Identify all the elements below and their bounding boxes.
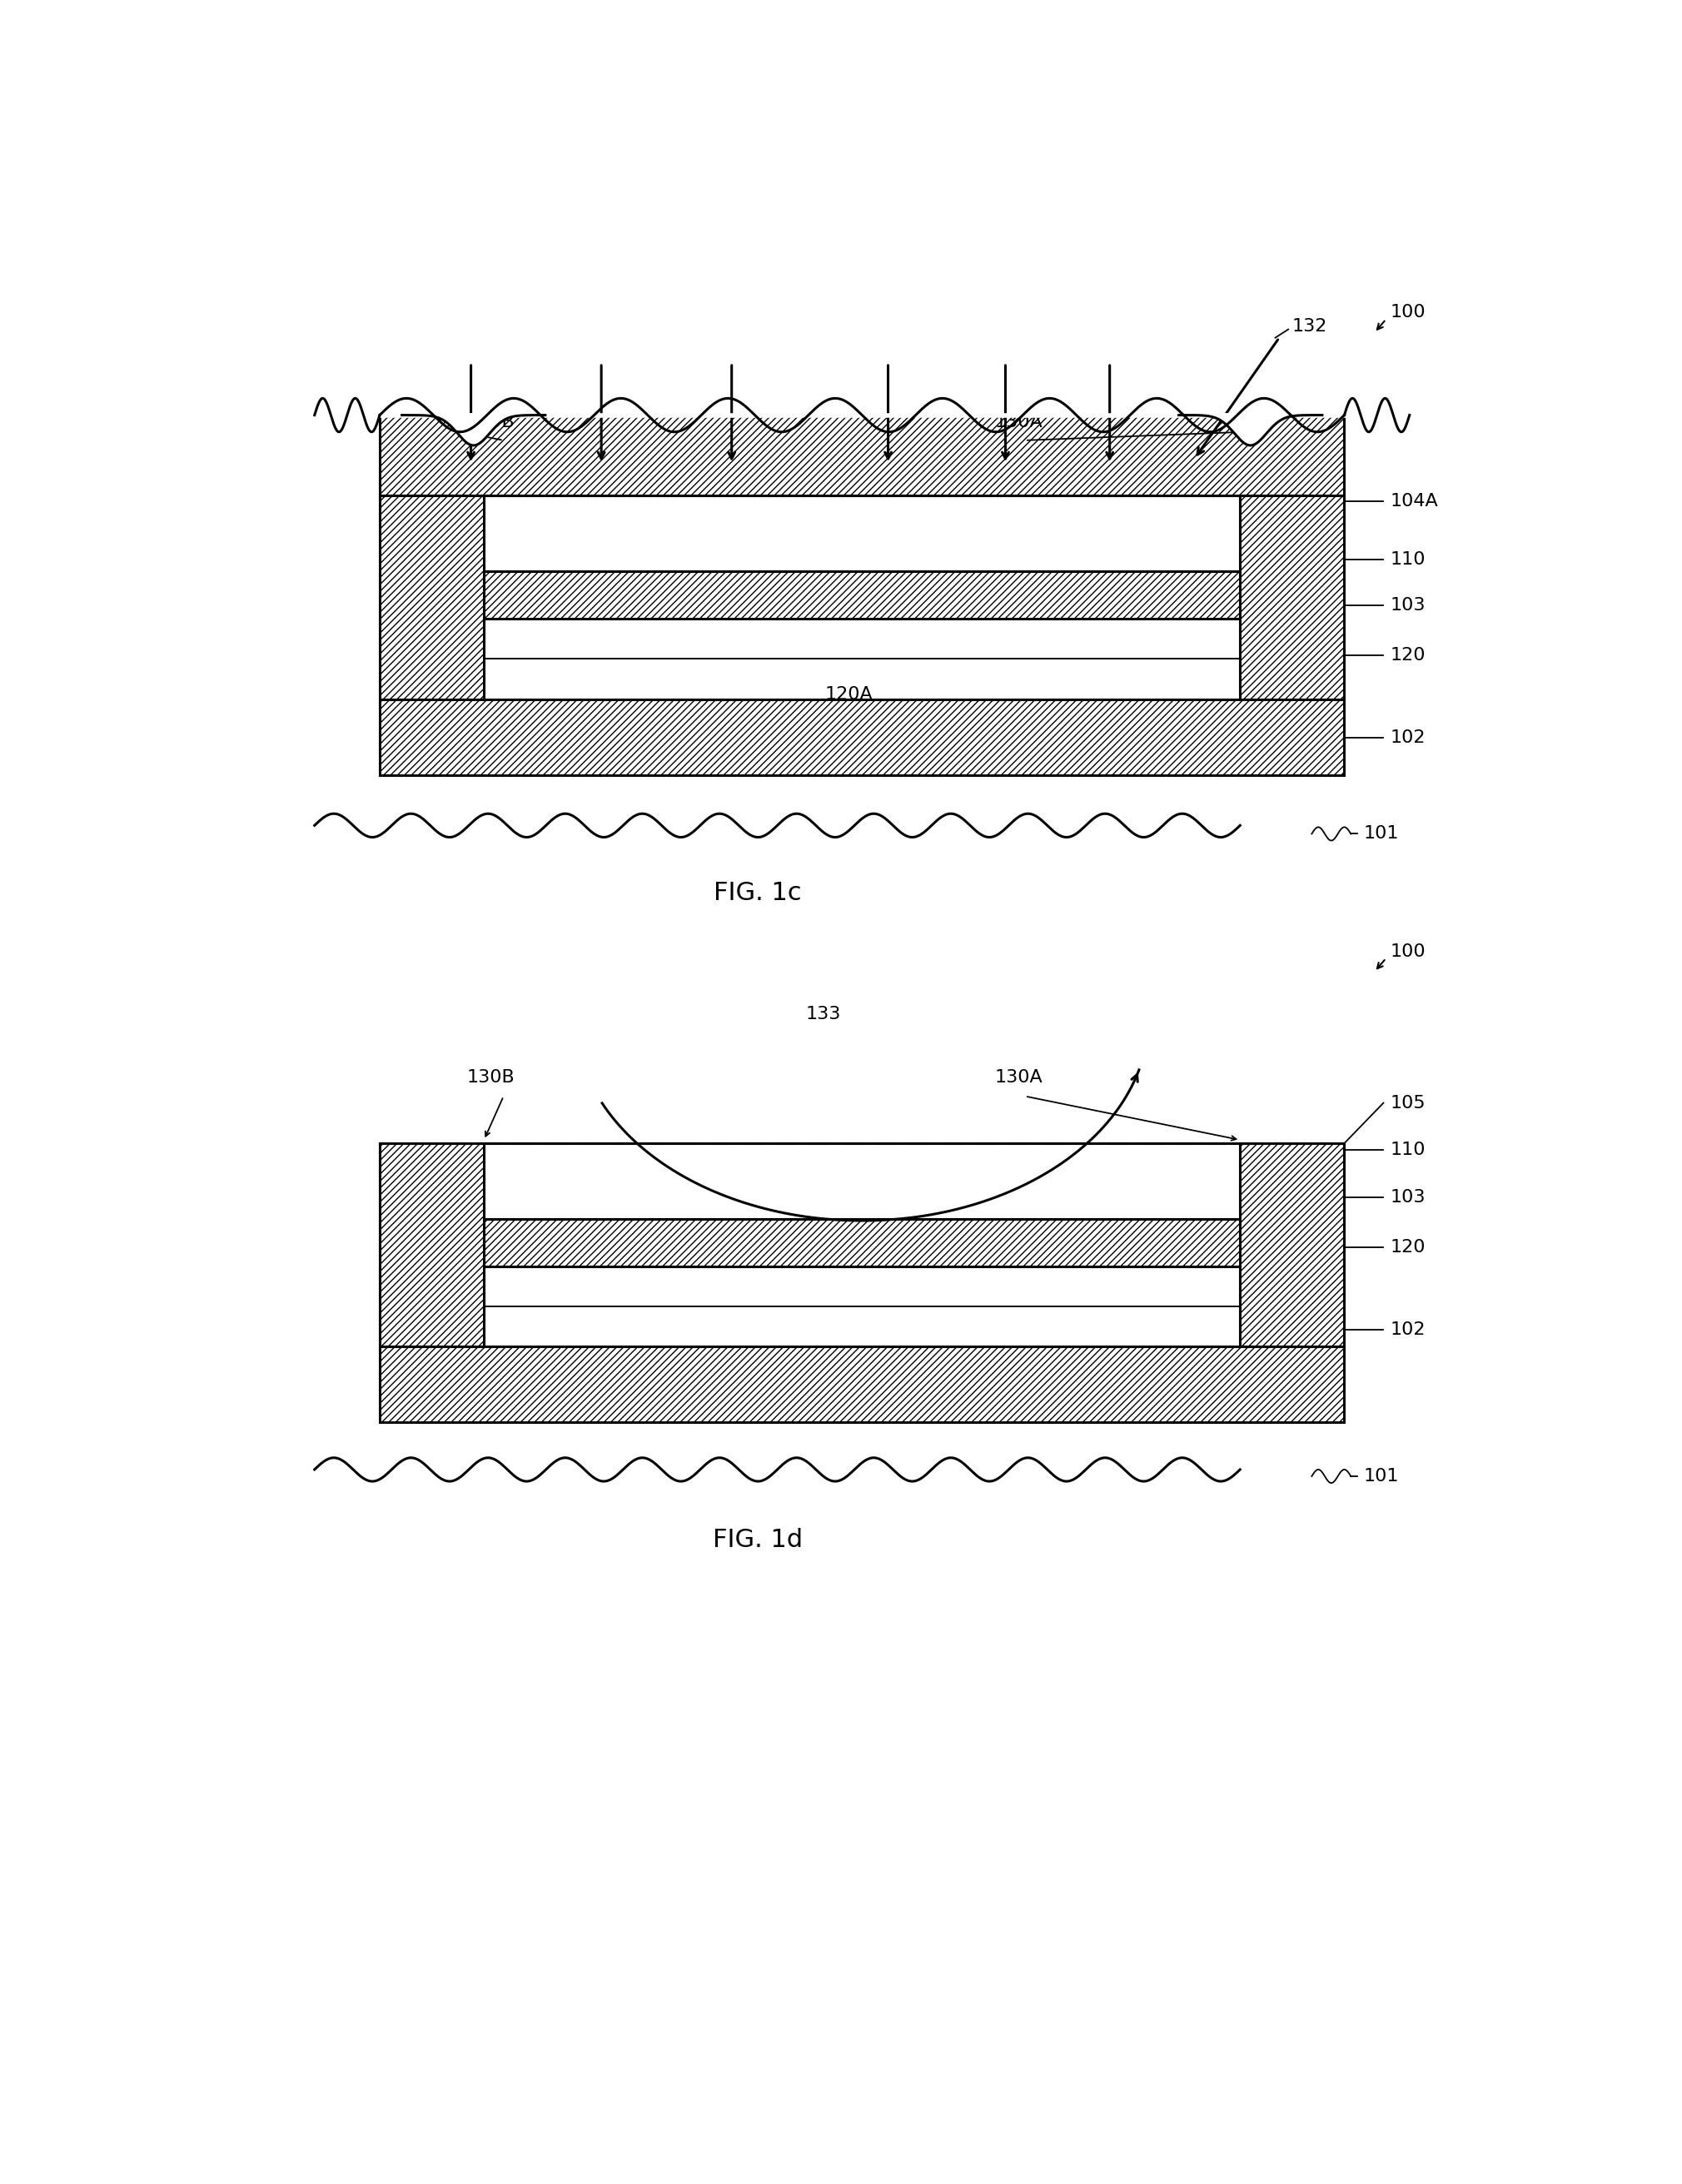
Text: 100: 100: [1389, 304, 1425, 321]
Text: 103: 103: [1389, 1188, 1425, 1206]
Text: 110: 110: [1389, 550, 1425, 568]
Bar: [380, 496, 484, 699]
Text: 132: 132: [1292, 317, 1327, 334]
Text: 103: 103: [1389, 596, 1425, 614]
Text: 120: 120: [1389, 1238, 1425, 1256]
Text: 120: 120: [1389, 646, 1425, 664]
Text: 104: 104: [1263, 590, 1295, 607]
Bar: [484, 1219, 1240, 1267]
Text: 104: 104: [397, 1197, 427, 1212]
Text: 133: 133: [806, 1005, 841, 1022]
Text: FIG. 1d: FIG. 1d: [713, 1529, 802, 1553]
Text: 104: 104: [1263, 1197, 1295, 1212]
Text: 104A: 104A: [1389, 494, 1438, 509]
Text: 102: 102: [1389, 1321, 1425, 1339]
Text: 120A: 120A: [824, 686, 873, 703]
Text: 101: 101: [1364, 826, 1399, 843]
Bar: [1240, 496, 1344, 699]
Text: 110: 110: [1389, 1142, 1425, 1158]
Text: FIG. 1c: FIG. 1c: [713, 880, 802, 904]
Text: 105: 105: [1389, 1094, 1425, 1112]
Text: 130B: 130B: [466, 413, 515, 430]
Bar: [380, 1348, 1344, 1422]
Bar: [380, 699, 1344, 775]
Text: 100: 100: [1389, 943, 1425, 961]
Bar: [484, 1267, 1240, 1348]
Bar: [484, 618, 1240, 699]
Bar: [484, 572, 1240, 618]
Text: 101: 101: [1364, 1468, 1399, 1485]
Text: 130B: 130B: [466, 1070, 515, 1085]
Bar: [484, 1142, 1240, 1219]
Bar: [380, 1142, 484, 1348]
Bar: [1240, 1142, 1344, 1348]
Text: 130A: 130A: [994, 413, 1043, 430]
Text: 130A: 130A: [994, 1070, 1043, 1085]
Text: 104: 104: [397, 590, 427, 607]
Text: 102: 102: [1389, 729, 1425, 747]
Bar: [484, 496, 1240, 572]
Bar: [380, 415, 1344, 496]
